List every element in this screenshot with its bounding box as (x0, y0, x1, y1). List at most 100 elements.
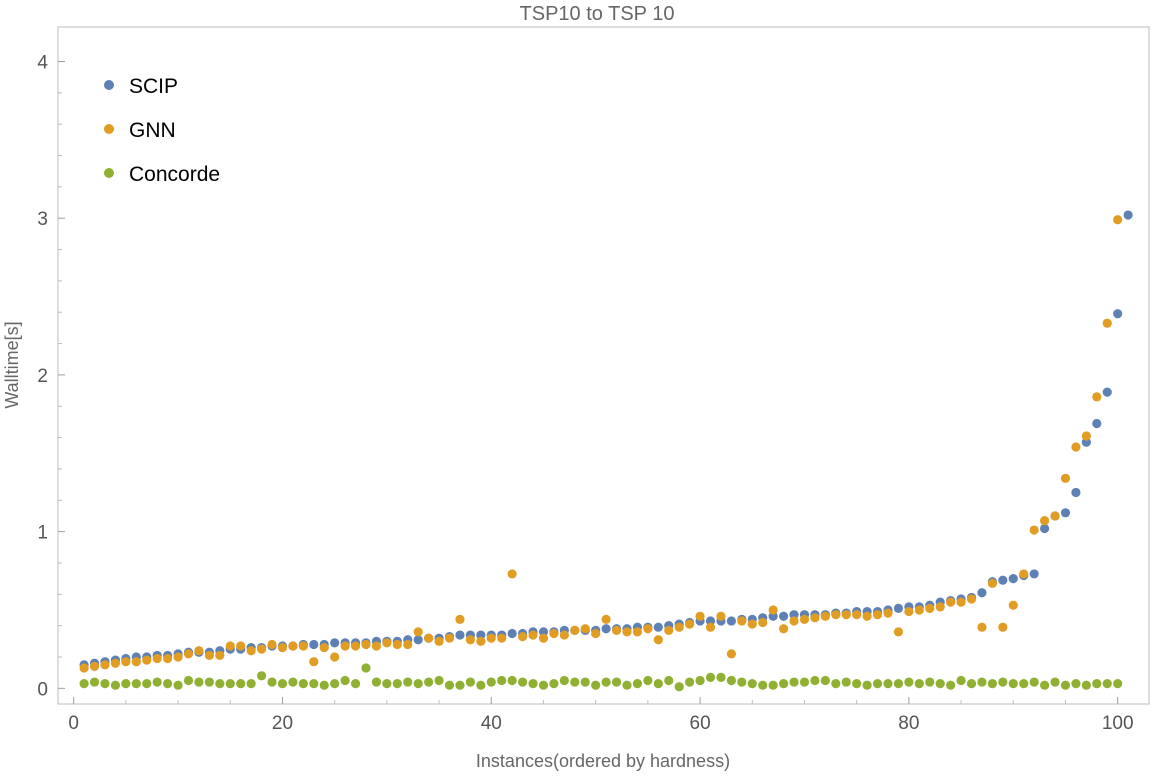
concorde-point (695, 675, 705, 686)
gnn-point (747, 619, 757, 629)
concorde-point (758, 680, 768, 690)
gnn-point (163, 653, 173, 664)
gnn-point (810, 613, 820, 623)
gnn-point (361, 639, 371, 650)
concorde-point (914, 679, 924, 689)
concorde-point (893, 679, 904, 689)
gnn-point (1071, 442, 1081, 452)
concorde-point (361, 663, 371, 673)
gnn-point (340, 641, 350, 651)
x-tick-label: 60 (690, 713, 711, 734)
concorde-point (966, 679, 977, 689)
concorde-point (935, 679, 945, 689)
concorde-point (611, 677, 622, 687)
concorde-point (110, 680, 121, 690)
scip-point (309, 639, 319, 650)
concorde-point (987, 679, 997, 689)
concorde-point (204, 677, 214, 687)
concorde-point (225, 679, 235, 689)
concorde-point (382, 679, 392, 689)
gnn-point (1039, 516, 1050, 526)
concorde-point (622, 680, 632, 690)
gnn-point (183, 649, 194, 659)
scip-point (413, 635, 423, 645)
gnn-point (444, 633, 455, 643)
gnn-point (298, 641, 308, 651)
concorde-point (946, 680, 956, 690)
gnn-point (977, 622, 987, 632)
gnn-point (382, 638, 392, 648)
gnn-point (570, 625, 580, 635)
gnn-point (1029, 525, 1039, 535)
concorde-point (632, 679, 643, 689)
concorde-point (215, 679, 225, 689)
gnn-point (643, 624, 653, 634)
chart-title: TSP10 to TSP 10 (520, 3, 675, 25)
gnn-point (1019, 569, 1029, 579)
x-tick-label: 40 (481, 713, 502, 734)
gnn-point (517, 632, 528, 642)
plot-frame (57, 26, 1150, 705)
data-points (79, 210, 1133, 692)
scip-point (998, 575, 1008, 585)
gnn-point (904, 606, 914, 617)
legend-marker-gnn (104, 124, 114, 134)
gnn-point (591, 628, 601, 639)
gnn-point (674, 622, 684, 632)
gnn-point (601, 614, 611, 624)
concorde-point (173, 680, 183, 690)
concorde-point (100, 679, 110, 689)
concorde-point (267, 677, 277, 687)
scip-point (1102, 387, 1112, 397)
concorde-point (528, 679, 538, 689)
gnn-point (413, 627, 423, 637)
gnn-point (705, 622, 716, 632)
gnn-point (538, 633, 549, 643)
concorde-point (142, 679, 152, 689)
x-tick-label: 20 (272, 713, 293, 734)
legend-label-gnn: GNN (129, 119, 176, 142)
gnn-point (89, 661, 100, 671)
concorde-point (674, 682, 684, 692)
concorde-point (194, 677, 204, 687)
concorde-point (768, 680, 778, 690)
gnn-point (403, 639, 413, 650)
y-tick-label: 0 (37, 679, 48, 700)
scip-point (1092, 418, 1102, 429)
gnn-point (998, 622, 1008, 632)
scip-point (1060, 508, 1071, 518)
concorde-point (998, 677, 1008, 687)
concorde-point (486, 677, 496, 687)
concorde-point (883, 679, 893, 689)
gnn-point (622, 627, 632, 637)
gnn-point (277, 642, 288, 653)
gnn-point (497, 633, 507, 643)
concorde-point (298, 679, 308, 689)
concorde-point (977, 677, 987, 687)
gnn-point (476, 636, 486, 646)
gnn-point (1008, 600, 1018, 610)
gnn-point (350, 641, 361, 651)
gnn-point (392, 639, 402, 650)
gnn-point (246, 646, 256, 656)
gnn-point (664, 625, 674, 635)
gnn-point (966, 594, 977, 604)
gnn-point (914, 605, 924, 615)
scip-point (1071, 487, 1081, 498)
concorde-point (685, 677, 695, 687)
legend: SCIP GNN Concorde (104, 75, 220, 186)
gnn-point (1092, 392, 1102, 402)
concorde-point (340, 675, 350, 686)
concorde-point (1039, 680, 1050, 690)
x-axis: 0 20 40 60 80 100 (68, 697, 1134, 734)
scip-point (778, 611, 789, 621)
concorde-point (131, 679, 141, 689)
legend-label-concorde: Concorde (129, 163, 220, 186)
concorde-point (1102, 679, 1112, 689)
scip-point (1113, 309, 1123, 319)
y-axis-title: Walltime[s] (2, 321, 22, 408)
concorde-point (872, 679, 883, 689)
gnn-point (852, 610, 862, 620)
gnn-point (580, 624, 590, 634)
scip-point (1039, 523, 1050, 534)
